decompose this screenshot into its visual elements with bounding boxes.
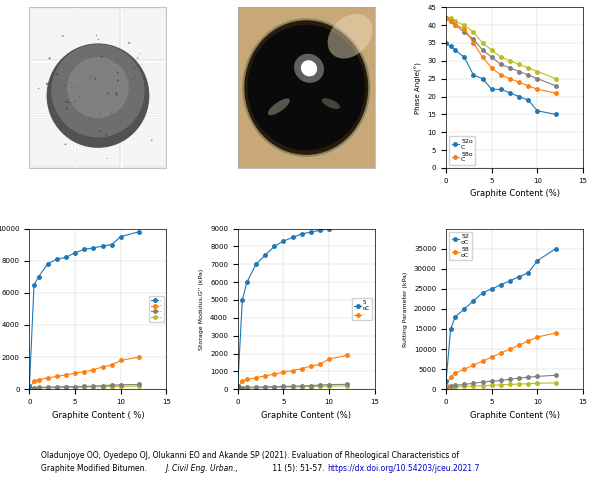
Ellipse shape — [100, 131, 101, 132]
Ellipse shape — [38, 88, 39, 89]
Ellipse shape — [46, 83, 48, 85]
X-axis label: Graphite Content (%): Graphite Content (%) — [469, 410, 560, 420]
Text: https://dx.doi.org/10.54203/jceu.2021.7: https://dx.doi.org/10.54203/jceu.2021.7 — [327, 464, 479, 473]
Y-axis label: Rutting Parameter (kPa): Rutting Parameter (kPa) — [403, 271, 408, 347]
Ellipse shape — [134, 75, 135, 77]
Ellipse shape — [90, 80, 91, 81]
Bar — [77, 9, 120, 59]
Bar — [77, 62, 120, 113]
Ellipse shape — [101, 56, 102, 57]
Bar — [122, 62, 165, 113]
Bar — [31, 9, 74, 59]
Ellipse shape — [111, 113, 112, 114]
Ellipse shape — [49, 58, 51, 59]
Ellipse shape — [114, 63, 115, 64]
Ellipse shape — [129, 133, 130, 134]
Ellipse shape — [137, 57, 138, 59]
Ellipse shape — [77, 86, 78, 87]
Ellipse shape — [62, 35, 64, 37]
Ellipse shape — [51, 44, 144, 137]
Ellipse shape — [65, 101, 67, 103]
Ellipse shape — [294, 54, 324, 83]
Legend: ·, ·, ·, ·: ·, ·, ·, · — [149, 296, 164, 322]
Text: J. Civil Eng. Urban.,: J. Civil Eng. Urban., — [165, 464, 238, 473]
Ellipse shape — [65, 144, 67, 145]
Legend: 52o
C, 58o
C: 52o C, 58o C — [449, 136, 475, 165]
Ellipse shape — [71, 82, 72, 83]
Ellipse shape — [68, 98, 69, 100]
Ellipse shape — [64, 84, 65, 86]
Ellipse shape — [243, 19, 369, 156]
Ellipse shape — [115, 93, 117, 94]
Ellipse shape — [139, 53, 140, 54]
Bar — [77, 116, 120, 167]
Text: Graphite Modified Bitumen.: Graphite Modified Bitumen. — [41, 464, 149, 473]
Ellipse shape — [60, 62, 61, 63]
Ellipse shape — [134, 67, 135, 69]
Ellipse shape — [93, 101, 94, 102]
Text: Oladunjoye OO, Oyedepo OJ, Olukanni EO and Akande SP (2021). Evaluation of Rheol: Oladunjoye OO, Oyedepo OJ, Olukanni EO a… — [41, 451, 459, 460]
Ellipse shape — [88, 117, 89, 118]
Ellipse shape — [247, 25, 365, 150]
Ellipse shape — [327, 14, 373, 59]
Ellipse shape — [67, 101, 69, 103]
Ellipse shape — [151, 140, 153, 141]
Ellipse shape — [133, 78, 134, 80]
Ellipse shape — [80, 53, 81, 54]
Ellipse shape — [117, 72, 118, 73]
Ellipse shape — [98, 39, 99, 40]
Ellipse shape — [107, 158, 108, 159]
Ellipse shape — [117, 79, 119, 81]
Ellipse shape — [107, 93, 109, 95]
Legend: 5
oC, ·: 5 oC, · — [352, 298, 372, 320]
Bar — [31, 62, 74, 113]
Ellipse shape — [128, 42, 130, 44]
Text: 11 (5): 51-57.: 11 (5): 51-57. — [270, 464, 327, 473]
Ellipse shape — [105, 134, 107, 136]
Ellipse shape — [301, 60, 317, 76]
Ellipse shape — [128, 133, 130, 135]
Ellipse shape — [186, 156, 187, 157]
Bar — [122, 9, 165, 59]
X-axis label: Graphite Content ( %): Graphite Content ( %) — [52, 410, 144, 420]
Ellipse shape — [96, 35, 97, 36]
Bar — [31, 116, 74, 167]
Ellipse shape — [141, 64, 142, 65]
Ellipse shape — [89, 78, 90, 79]
Ellipse shape — [94, 78, 96, 80]
Ellipse shape — [268, 98, 290, 115]
Ellipse shape — [24, 91, 25, 92]
Ellipse shape — [116, 95, 118, 96]
Ellipse shape — [66, 108, 68, 109]
Ellipse shape — [79, 113, 81, 115]
Ellipse shape — [101, 101, 102, 102]
Ellipse shape — [67, 57, 129, 118]
Ellipse shape — [107, 63, 108, 64]
Ellipse shape — [169, 73, 170, 75]
Bar — [122, 116, 165, 167]
Y-axis label: Phase Angle(°): Phase Angle(°) — [415, 61, 422, 114]
Ellipse shape — [70, 66, 71, 67]
Y-axis label: Storage Modulus,G'' (kPa): Storage Modulus,G'' (kPa) — [200, 268, 204, 349]
Ellipse shape — [74, 100, 76, 102]
Ellipse shape — [47, 43, 150, 148]
X-axis label: Graphite Content (%): Graphite Content (%) — [262, 410, 351, 420]
Ellipse shape — [99, 113, 100, 114]
Ellipse shape — [79, 97, 80, 98]
Ellipse shape — [121, 120, 123, 121]
Legend: 52
oC, 58
oC: 52 oC, 58 oC — [449, 232, 472, 260]
Ellipse shape — [19, 84, 21, 85]
X-axis label: Graphite Content (%): Graphite Content (%) — [469, 189, 560, 198]
Ellipse shape — [56, 73, 58, 75]
Ellipse shape — [179, 54, 180, 55]
Ellipse shape — [91, 76, 92, 77]
Ellipse shape — [322, 98, 340, 109]
